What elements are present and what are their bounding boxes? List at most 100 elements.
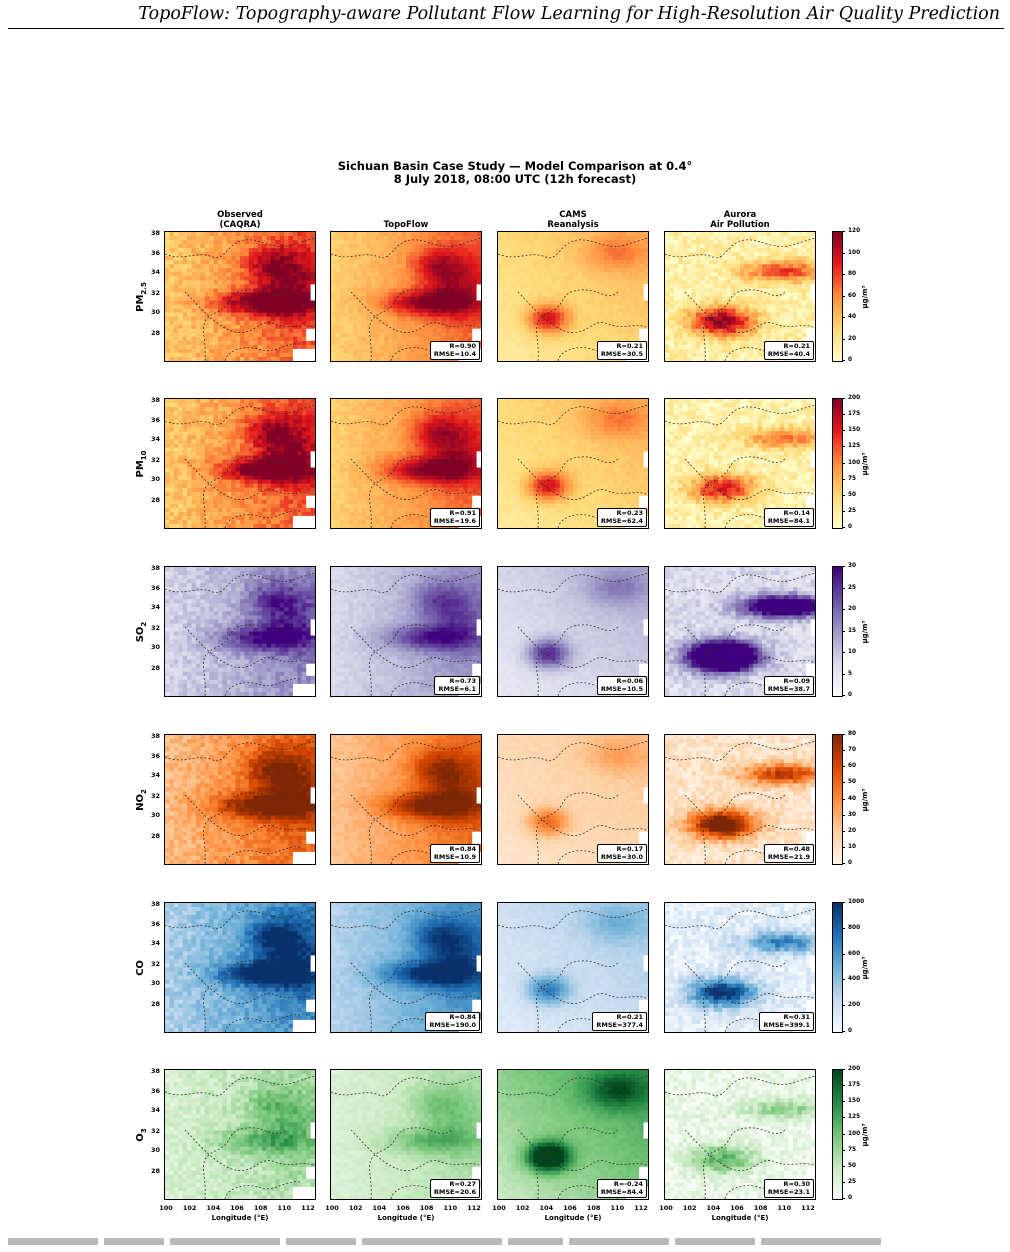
heatmap-cell: [200, 296, 206, 302]
heatmap-cell: [779, 268, 785, 273]
heatmap-cell: [173, 447, 179, 453]
heatmap-cell: [213, 451, 219, 457]
heatmap-cell: [630, 276, 636, 281]
heatmap-cell: [450, 280, 456, 286]
heatmap-cell: [423, 312, 429, 318]
heatmap-cell: [617, 336, 623, 342]
heatmap-cell: [195, 439, 201, 444]
heatmap-cell: [353, 284, 359, 290]
heatmap-cell: [244, 352, 250, 358]
heatmap-cell: [344, 236, 350, 241]
heatmap-cell: [169, 423, 175, 428]
heatmap-cell: [279, 284, 285, 290]
heatmap-cell: [806, 248, 812, 253]
heatmap-cell: [240, 439, 246, 444]
heatmap-cell: [357, 284, 363, 290]
heatmap-cell: [244, 340, 250, 346]
heatmap-cell: [379, 248, 385, 253]
heatmap-cell: [222, 328, 228, 334]
heatmap-cell: [432, 260, 438, 265]
heatmap-cell: [678, 300, 684, 306]
heatmap-cell: [577, 244, 583, 249]
heatmap-cell: [182, 356, 188, 361]
heatmap-cell: [419, 332, 425, 338]
heatmap-cell: [191, 268, 197, 273]
heatmap-cell: [348, 236, 354, 241]
heatmap-cell: [744, 232, 750, 237]
heatmap-cell: [226, 284, 232, 290]
heatmap-cell: [506, 284, 512, 290]
heatmap-cell: [810, 292, 815, 298]
heatmap-cell: [528, 324, 534, 330]
heatmap-cell: [266, 324, 272, 330]
heatmap-cell: [770, 264, 776, 269]
heatmap-cell: [257, 348, 263, 354]
heatmap-cell: [423, 352, 429, 358]
heatmap-cell: [639, 280, 645, 286]
heatmap-cell: [511, 300, 517, 306]
heatmap-cell: [546, 244, 552, 249]
heatmap-cell: [306, 455, 312, 461]
heatmap-cell: [586, 304, 592, 310]
heatmap-cell: [775, 320, 781, 326]
heatmap-cell: [301, 431, 307, 436]
heatmap-cell: [182, 240, 188, 245]
heatmap-cell: [419, 308, 425, 314]
heatmap-cell: [226, 463, 232, 469]
heatmap-cell: [173, 399, 179, 404]
heatmap-cell: [361, 320, 367, 326]
heatmap-cell: [673, 324, 679, 330]
heatmap-cell: [691, 324, 697, 330]
heatmap-cell: [511, 324, 517, 330]
heatmap-cell: [595, 312, 601, 318]
heatmap-cell: [301, 264, 307, 269]
heatmap-cell: [801, 240, 807, 245]
heatmap-cell: [204, 284, 210, 290]
heatmap-cell: [209, 236, 215, 241]
heatmap-cell: [458, 260, 464, 265]
heatmap-cell: [472, 280, 478, 286]
heatmap-cell: [577, 344, 583, 350]
heatmap-cell: [797, 320, 803, 326]
heatmap-cell: [682, 268, 688, 273]
heatmap-cell: [253, 399, 259, 404]
heatmap-cell: [559, 284, 565, 290]
heatmap-cell: [178, 344, 184, 350]
heatmap-cell: [297, 399, 303, 404]
heatmap-cell: [709, 336, 715, 342]
heatmap-cell: [169, 340, 175, 346]
heatmap-cell: [428, 296, 434, 302]
heatmap-cell: [797, 284, 803, 290]
heatmap-cell: [169, 324, 175, 330]
heatmap-cell: [669, 340, 675, 346]
heatmap-cell: [297, 240, 303, 245]
heatmap-cell: [665, 340, 671, 346]
heatmap-cell: [595, 232, 601, 237]
heatmap-cell: [515, 288, 521, 294]
heatmap-cell: [169, 284, 175, 290]
heatmap-cell: [217, 292, 223, 298]
heatmap-cell: [195, 443, 201, 448]
heatmap-cell: [621, 244, 627, 249]
heatmap-cell: [784, 328, 790, 334]
heatmap-cell: [801, 284, 807, 290]
heatmap-cell: [665, 332, 671, 338]
heatmap-cell: [292, 415, 298, 420]
heatmap-cell: [542, 336, 548, 342]
heatmap-cell: [432, 256, 438, 261]
heatmap-cell: [240, 312, 246, 318]
heatmap-cell: [502, 292, 508, 298]
heatmap-cell: [520, 284, 526, 290]
heatmap-cell: [423, 348, 429, 354]
heatmap-cell: [770, 296, 776, 302]
heatmap-cell: [195, 415, 201, 420]
heatmap-cell: [357, 356, 363, 361]
heatmap-cell: [748, 328, 754, 334]
heatmap-cell: [577, 236, 583, 241]
heatmap-cell: [410, 308, 416, 314]
heatmap-cell: [801, 308, 807, 314]
heatmap-cell: [687, 240, 693, 245]
heatmap-cell: [748, 288, 754, 294]
heatmap-cell: [445, 320, 451, 326]
heatmap-cell: [472, 264, 478, 269]
